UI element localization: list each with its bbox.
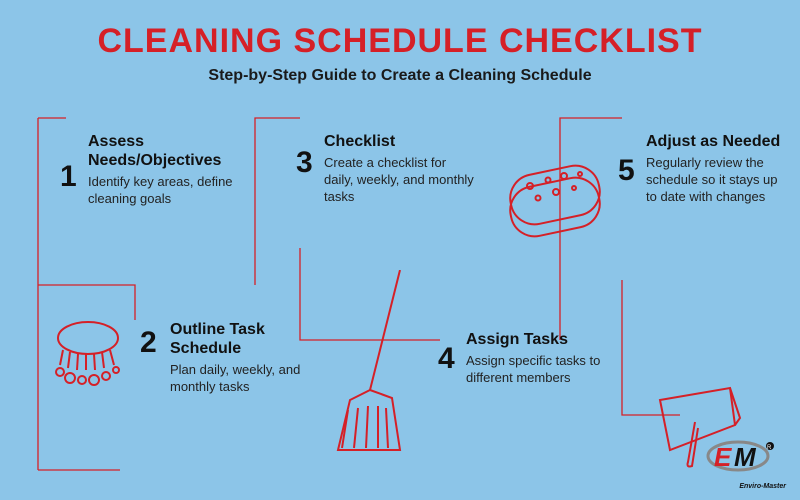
step-4-desc: Assign specific tasks to different membe…: [466, 353, 606, 387]
step-4-title: Assign Tasks: [466, 330, 606, 349]
step-2-title: Outline Task Schedule: [170, 320, 320, 358]
step-3-desc: Create a checklist for daily, weekly, an…: [324, 155, 474, 206]
svg-text:M: M: [734, 442, 757, 472]
step-4-number: 4: [438, 342, 455, 376]
brand-sub: Enviro-Master: [700, 483, 786, 490]
sponge-icon: [500, 150, 610, 240]
broom-icon: [330, 270, 440, 460]
step-5-number: 5: [618, 154, 635, 188]
step-1-desc: Identify key areas, define cleaning goal…: [88, 174, 258, 208]
step-2-number: 2: [140, 326, 157, 360]
svg-text:E: E: [714, 442, 732, 472]
step-5-desc: Regularly review the schedule so it stay…: [646, 155, 786, 206]
step-3-number: 3: [296, 146, 313, 180]
svg-text:R: R: [767, 445, 772, 451]
step-1-number: 1: [60, 160, 77, 194]
step-5-title: Adjust as Needed: [646, 132, 786, 151]
brush-icon: [48, 310, 138, 390]
step-1-title: Assess Needs/Objectives: [88, 132, 258, 170]
step-3-title: Checklist: [324, 132, 474, 151]
brand-logo: E M R Enviro-Master: [700, 436, 786, 490]
step-2-desc: Plan daily, weekly, and monthly tasks: [170, 362, 320, 396]
